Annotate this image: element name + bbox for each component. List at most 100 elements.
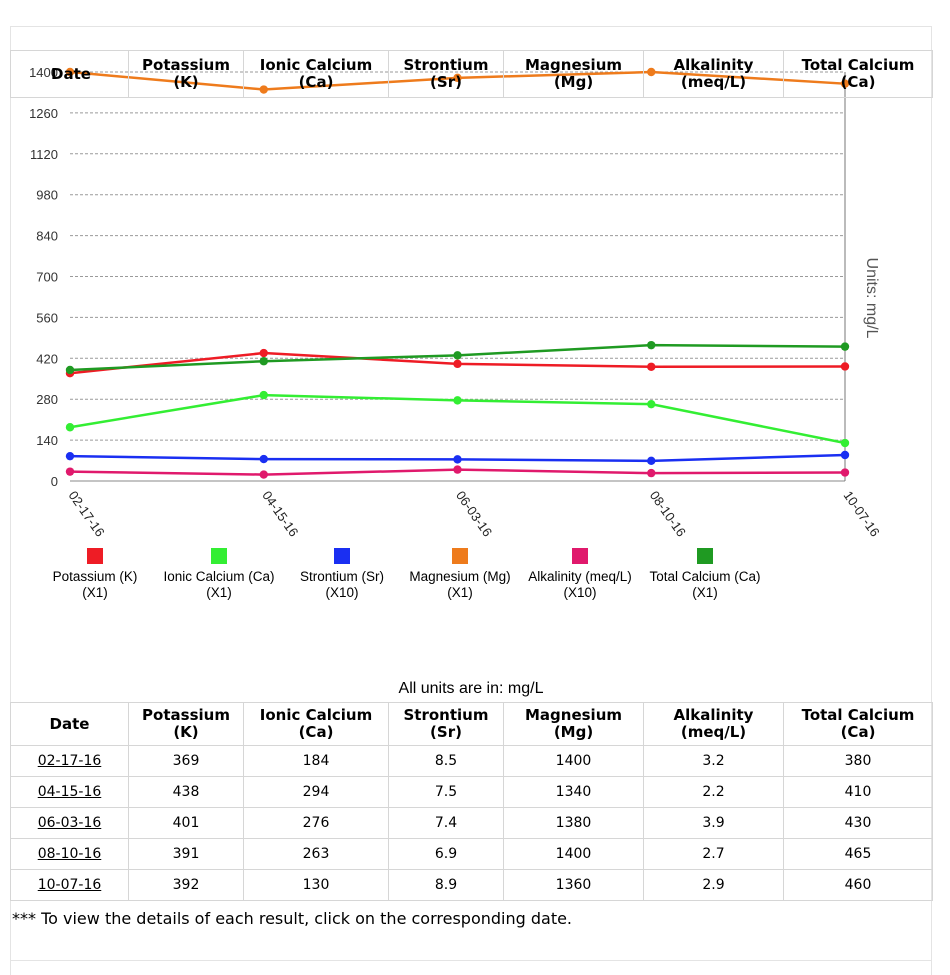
cell-total-calcium: 410 [783,776,933,808]
data-point [259,470,268,479]
cell-strontium: 8.5 [388,745,504,777]
x-tick-label: 06-03-16 [453,488,495,539]
table-row: 06-03-16 401 276 7.4 1380 3.9 430 [10,807,933,839]
legend-item-potassium: Potassium (K) (X1) [36,548,154,601]
cell-strontium: 6.9 [388,838,504,870]
cell-alkalinity: 3.2 [643,745,784,777]
x-tick-label: 10-07-16 [841,488,883,539]
data-point [259,454,268,464]
results-table: Date Potassium (K) Ionic Calcium (Ca) Stro… [10,702,933,901]
data-point [65,423,75,432]
legend-label: Strontium (Sr) [299,569,384,584]
header-strontium: Strontium (Sr) [388,50,504,98]
date-link[interactable]: 02-17-16 [37,753,102,769]
cell-potassium: 401 [128,807,244,839]
x-tick-label: 04-15-16 [259,488,301,539]
cell-ionic-calcium: 294 [243,776,389,808]
cell-alkalinity: 3.9 [643,807,784,839]
column-header-potassium: Potassium (K) [128,702,244,746]
units-caption: All units are in: mg/L [398,680,544,697]
data-point [647,399,656,409]
cell-date: 10-07-16 [10,869,129,901]
cell-ionic-calcium: 130 [243,869,389,901]
divider [10,960,932,961]
y-tick-label: 1120 [30,147,58,162]
cell-magnesium: 1400 [503,745,644,777]
cell-alkalinity: 2.9 [643,869,784,901]
chart-legend: Potassium (K) (X1) Ionic Calcium (Ca) (X… [36,548,770,601]
cell-strontium: 7.5 [388,776,504,808]
column-header-alkalinity: Alkalinity (meq/L) [643,702,784,746]
table-row: 08-10-16 391 263 6.9 1400 2.7 465 [10,838,933,870]
legend-item-total-calcium: Total Calcium (Ca) (X1) [640,548,770,601]
date-link[interactable]: 04-15-16 [37,784,102,800]
data-point [65,365,75,375]
y-tick-label: 140 [36,433,58,448]
y-tick-label: 700 [36,270,58,285]
header-total-calcium: Total Calcium (Ca) [783,50,933,98]
cell-date: 04-15-16 [10,776,129,808]
data-point [647,340,656,350]
legend-multiplier: (X1) [82,585,108,600]
data-point [647,362,656,371]
legend-label: Potassium (K) [52,569,138,584]
data-point [647,456,656,466]
legend-item-ionic-calcium: Ionic Calcium (Ca) (X1) [154,548,284,601]
legend-swatch [87,548,103,564]
data-point [453,396,462,405]
data-point [259,348,268,358]
data-point [647,468,656,478]
legend-swatch [211,548,227,564]
cell-total-calcium: 430 [783,807,933,839]
table-row: 04-15-16 438 294 7.5 1340 2.2 410 [10,776,933,808]
y-tick-label: 560 [36,310,58,325]
cell-alkalinity: 2.7 [643,838,784,870]
column-header-strontium: Strontium (Sr) [388,702,504,746]
cell-total-calcium: 460 [783,869,933,901]
cell-date: 08-10-16 [10,838,129,870]
data-point [259,357,268,366]
cell-total-calcium: 380 [783,745,933,777]
y-axis-units-label: Units: mg/L [863,257,880,339]
legend-label: Magnesium (Mg) [409,569,511,584]
chart-overlay-header: Date Potassium (K) Ionic Calcium (Ca) Stro… [10,50,933,98]
table-row: 02-17-16 369 184 8.5 1400 3.2 380 [10,745,933,777]
x-axis-ticks: 02-17-16 04-15-16 06-03-16 08-10-16 10-07-16 [66,488,883,539]
legend-multiplier: (X1) [692,585,718,600]
legend-multiplier: (X1) [447,585,473,600]
y-tick-label: 280 [36,392,58,407]
legend-item-strontium: Strontium (Sr) (X10) [284,548,400,601]
cell-magnesium: 1340 [503,776,644,808]
cell-ionic-calcium: 263 [243,838,389,870]
cell-magnesium: 1400 [503,838,644,870]
data-point [840,438,850,448]
column-header-ionic-calcium: Ionic Calcium (Ca) [243,702,389,746]
header-ionic-calcium: Ionic Calcium (Ca) [243,50,389,98]
date-link[interactable]: 10-07-16 [37,877,102,893]
legend-multiplier: (X10) [563,585,597,600]
data-point [65,451,75,461]
x-tick-label: 08-10-16 [647,488,689,539]
header-alkalinity: Alkalinity (meq/L) [643,50,784,98]
data-point [453,455,462,464]
data-point [259,390,268,400]
table-row: 10-07-16 392 130 8.9 1360 2.9 460 [10,869,933,901]
y-tick-label: 420 [36,351,58,366]
legend-item-magnesium: Magnesium (Mg) (X1) [400,548,520,601]
footnote: *** To view the details of each result, … [12,909,573,928]
y-tick-label: 1260 [29,106,58,121]
legend-multiplier: (X1) [206,585,232,600]
cell-potassium: 438 [128,776,244,808]
cell-strontium: 8.9 [388,869,504,901]
data-point [840,468,850,477]
x-tick-label: 02-17-16 [66,488,108,539]
date-link[interactable]: 08-10-16 [37,846,102,862]
cell-ionic-calcium: 276 [243,807,389,839]
legend-swatch [697,548,713,564]
date-link[interactable]: 06-03-16 [37,815,102,831]
cell-magnesium: 1380 [503,807,644,839]
legend-label: Total Calcium (Ca) [649,569,761,584]
data-point [65,467,75,476]
y-tick-label: 0 [51,474,58,489]
legend-label: Ionic Calcium (Ca) [163,569,275,584]
